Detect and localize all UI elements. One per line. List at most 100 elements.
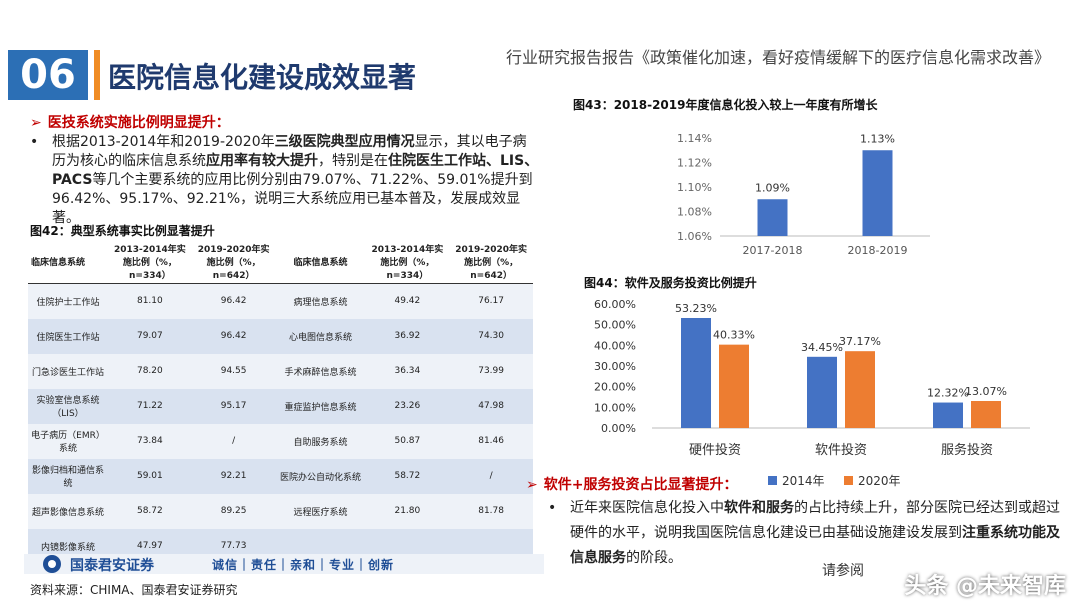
y-tick-label: 1.14% <box>677 132 712 145</box>
y-tick-label: 1.08% <box>677 206 712 219</box>
y-tick-label: 10.00% <box>594 401 636 414</box>
table-cell: 92.21 <box>191 458 276 494</box>
table-cell: 影像归档和通信系统 <box>28 458 108 494</box>
bar <box>862 150 893 236</box>
bullet-dot: • <box>548 500 557 516</box>
table-cell: 95.17 <box>191 388 276 424</box>
legend-swatch <box>768 476 777 485</box>
table-cell: 47.98 <box>449 388 533 424</box>
table-cell: 50.87 <box>365 423 450 459</box>
table-cell: 门急诊医生工作站 <box>28 353 108 389</box>
table-cell: 重症监护信息系统 <box>275 388 366 424</box>
table-cell: 23.26 <box>365 388 450 424</box>
y-tick-label: 20.00% <box>594 381 636 394</box>
table-cell: 79.07 <box>108 318 192 354</box>
table-cell: 电子病历（EMR）系统 <box>28 423 108 459</box>
fig43-label: 图43：2018-2019年度信息化投入较上一年度有所增长 <box>573 98 878 112</box>
table-cell: 病理信息系统 <box>275 283 366 319</box>
table-cell: 89.25 <box>191 493 276 529</box>
section-number: 06 <box>8 50 88 100</box>
y-tick-label: 50.00% <box>594 319 636 332</box>
y-tick-label: 1.06% <box>677 230 712 243</box>
left-subhead: ➢ 医技系统实施比例明显提升： <box>30 115 230 131</box>
table-cell: 74.30 <box>449 318 533 354</box>
table-cell: 36.92 <box>365 318 450 354</box>
table-cell: 自助服务系统 <box>275 423 366 459</box>
footer-band-graphic <box>24 554 544 574</box>
company-motto: 诚信｜责任｜亲和｜专业｜创新 <box>212 558 395 572</box>
bar <box>681 317 711 428</box>
arrow-icon: ➢ <box>526 477 538 493</box>
right-text-block: ➢ 软件+服务投资占比显著提升： • 近年来医院信息化投入中软件和服务的占比持续上… <box>526 474 1068 571</box>
legend-swatch <box>844 476 853 485</box>
data-label: 13.07% <box>965 385 1007 398</box>
y-tick-label: 0.00% <box>601 422 636 435</box>
table-header: 2019-2020年实施比例（%，n=642） <box>449 240 533 284</box>
bar <box>757 199 788 236</box>
table-cell: 81.46 <box>449 423 533 459</box>
legend-label: 2020年 <box>858 474 901 488</box>
chart-fig43: 1.06% 1.08% 1.10% 1.12% 1.14% 1.09% 2017-2018 1… <box>677 132 930 257</box>
table-header: 2013-2014年实施比例（%，n=334） <box>108 240 192 284</box>
left-paragraph: • 根据2013-2014年和2019-2020年三级医院典型应用情况显示，其以… <box>30 134 539 226</box>
data-label: 53.23% <box>675 302 717 315</box>
table-header: 临床信息系统 <box>275 240 366 284</box>
table-cell: 59.01 <box>108 458 192 494</box>
data-label: 1.13% <box>860 132 895 145</box>
table-header: 2019-2020年实施比例（%，n=642） <box>191 240 276 284</box>
report-title: 行业研究报告报告《政策催化加速，看好疫情缓解下的医疗信息化需求改善》 <box>505 48 1050 67</box>
watermark: 头条 @未来智库 <box>904 574 1066 599</box>
data-label: 40.33% <box>713 329 755 342</box>
y-tick-label: 60.00% <box>594 298 636 311</box>
fig44-label: 图44：软件及服务投资比例提升 <box>584 276 757 290</box>
x-tick-label: 硬件投资 <box>689 442 741 458</box>
table-cell: 71.22 <box>108 388 192 424</box>
left-text-block: ➢ 医技系统实施比例明显提升： • 根据2013-2014年和2019-2020年… <box>30 114 540 228</box>
x-tick-label: 服务投资 <box>941 442 993 458</box>
table-row: 住院医生工作站 79.07 96.42 心电图信息系统 36.92 74.30 <box>28 318 533 354</box>
table-cell: 73.99 <box>449 353 533 389</box>
table-cell: 21.80 <box>365 493 450 529</box>
company-logo-text: 国泰君安证券 <box>70 558 154 574</box>
table-cell: 手术麻醉信息系统 <box>275 353 366 389</box>
legend-label: 2014年 <box>782 474 825 488</box>
table-row: 超声影像信息系统 58.72 89.25 远程医疗系统 21.80 81.78 <box>28 493 533 529</box>
chart-fig44: 0.00% 10.00% 20.00% 30.00% 40.00% 50.00% 60.00… <box>594 298 1030 488</box>
table-cell: 78.20 <box>108 353 192 389</box>
y-tick-label: 1.10% <box>677 181 712 194</box>
table-row: 住院护士工作站 81.10 96.42 病理信息系统 49.42 76.17 <box>28 283 533 319</box>
system-table: 临床信息系统 2013-2014年实施比例（%，n=334） 2019-2020… <box>28 240 533 564</box>
page-title: 医院信息化建设成效显著 <box>108 61 417 94</box>
bar <box>971 400 1001 428</box>
x-tick-label: 2018-2019 <box>848 244 908 257</box>
table-cell: 81.10 <box>108 283 192 319</box>
table-header: 临床信息系统 <box>28 240 108 284</box>
arrow-icon: ➢ <box>30 115 42 131</box>
table-cell: 医院办公自动化系统 <box>275 458 366 494</box>
data-label: 37.17% <box>839 335 881 348</box>
source-note: 资料来源：CHIMA、国泰君安证券研究 <box>30 583 238 597</box>
fig42-label: 图42：典型系统事实比例显著提升 <box>30 224 215 238</box>
table-cell: 76.17 <box>449 283 533 319</box>
data-label: 34.45% <box>801 341 843 354</box>
table-cell: 96.42 <box>191 318 276 354</box>
y-tick-label: 1.12% <box>677 157 712 170</box>
read-more-note: 请参阅 <box>822 563 864 579</box>
table-row: 门急诊医生工作站 78.20 94.55 手术麻醉信息系统 36.34 73.99 <box>28 353 533 389</box>
table-cell: 58.72 <box>108 493 192 529</box>
table-cell: 超声影像信息系统 <box>28 493 108 529</box>
table-cell: 住院护士工作站 <box>28 283 108 319</box>
table-cell: 实验室信息系统（LIS） <box>28 388 108 424</box>
bar <box>719 344 749 428</box>
footer-band <box>24 552 544 576</box>
table-cell: 远程医疗系统 <box>275 493 366 529</box>
data-label: 12.32% <box>927 387 969 400</box>
table-cell: 心电图信息系统 <box>275 318 366 354</box>
bullet-dot: • <box>30 134 39 150</box>
table-header: 2013-2014年实施比例（%，n=334） <box>365 240 450 284</box>
data-label: 1.09% <box>755 181 790 194</box>
y-tick-label: 40.00% <box>594 339 636 352</box>
bar <box>845 351 875 428</box>
table-cell: 96.42 <box>191 283 276 319</box>
table-row: 影像归档和通信系统 59.01 92.21 医院办公自动化系统 58.72/ <box>28 458 533 494</box>
